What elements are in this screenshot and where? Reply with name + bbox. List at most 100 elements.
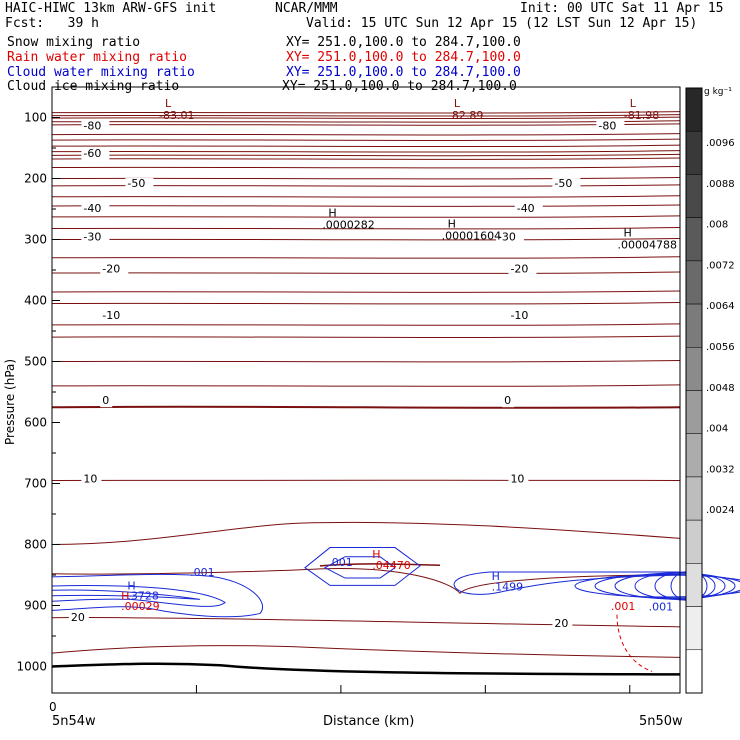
- field-rain-name: Rain water mixing ratio: [7, 50, 188, 65]
- cloud-water-label: H: [127, 580, 135, 593]
- extremum-mark: H: [328, 206, 336, 219]
- y-tick-label: 1000: [16, 660, 47, 674]
- label-mask: [552, 617, 573, 630]
- colorbar-swatch: [685, 649, 703, 694]
- x-axis-left-label: 5n54w: [52, 714, 96, 729]
- cloud-water-label: .3728: [127, 589, 159, 602]
- colorbar: g kg⁻¹ .0096 .0088 .008 .0072 .0064 .0056 .004…: [685, 87, 735, 694]
- colorbar-swatch: [685, 174, 703, 218]
- colorbar-tick-label: .004: [706, 424, 728, 435]
- colorbar-swatch: [685, 303, 703, 348]
- cloud-water-label: .001: [328, 556, 353, 569]
- y-tick-label: 700: [24, 477, 47, 491]
- label-mask: [502, 395, 515, 408]
- label-mask: [100, 309, 129, 322]
- label-mask: [81, 203, 110, 216]
- label-mask: [508, 263, 537, 276]
- colorbar-swatch: [685, 519, 703, 564]
- isotherm-label: 10: [510, 472, 524, 485]
- cloud-water-contour: [51, 585, 226, 607]
- colorbar-tick-label: .008: [706, 220, 728, 231]
- extremum-value: .00001604: [442, 229, 502, 242]
- isotherm-label: -10: [510, 309, 528, 322]
- colorbar-swatch: [685, 347, 703, 391]
- temperature-isotherm: [51, 521, 681, 545]
- temperature-isotherm: [51, 323, 681, 326]
- extremum-value: .00004788: [617, 238, 677, 251]
- temperature-isotherm: [51, 166, 681, 169]
- rain-label: .00029: [121, 600, 160, 613]
- extremum-value: -82.89: [448, 109, 483, 122]
- temperature-isotherm: [51, 133, 681, 136]
- temperature-isotherm: [51, 116, 681, 119]
- zero-isotherm: [51, 405, 681, 409]
- isotherm-label: 0: [102, 394, 109, 407]
- isotherm-label: -30: [498, 231, 516, 244]
- isotherm-label: 20: [554, 617, 568, 630]
- colorbar-tick-label: .0088: [706, 179, 735, 190]
- isotherm-label: -20: [102, 262, 120, 275]
- temperature-isotherm: [51, 195, 681, 198]
- cloud-water-contour: [453, 571, 681, 595]
- y-tick-label: 900: [24, 599, 47, 613]
- label-mask: [552, 178, 581, 191]
- field-snow-name: Snow mixing ratio: [7, 35, 141, 50]
- cloud-water-contour: [323, 556, 396, 579]
- cloud-water-contour: [304, 547, 421, 586]
- cloud-water-label: .1499: [492, 580, 523, 593]
- temperature-isotherm: [51, 479, 681, 482]
- temperature-isotherm: [51, 123, 681, 126]
- isotherm-label: 0: [504, 394, 511, 407]
- cloud-water-contour: [51, 573, 263, 618]
- colorbar-swatch: [685, 87, 703, 132]
- colorbar-unit: g kg⁻¹: [704, 87, 732, 97]
- label-mask: [495, 231, 524, 244]
- header-fcst: Fcst: 39 h: [5, 16, 99, 31]
- extremum-mark: L: [165, 97, 172, 110]
- temperature-isotherm: [51, 138, 681, 141]
- extremum-mark: H: [623, 226, 631, 239]
- header-center: NCAR/MMM: [275, 1, 338, 16]
- y-axis-title: Pressure (hPa): [3, 359, 17, 445]
- cloud-water-label: H: [492, 570, 500, 583]
- colorbar-tick-label: .0072: [706, 260, 735, 271]
- label-mask: [81, 120, 110, 133]
- temperature-isotherm: [51, 568, 681, 595]
- field-rain-xy: XY= 251.0,100.0 to 284.7,100.0: [286, 50, 521, 65]
- terrain-line: [51, 662, 681, 676]
- temperature-isotherm: [51, 290, 681, 293]
- isotherm-label: 10: [83, 472, 97, 485]
- y-tick-label: 800: [24, 538, 47, 552]
- extremum-value: -81.98: [624, 109, 659, 122]
- colorbar-tick-label: .0024: [706, 505, 735, 516]
- colorbar-swatch: [685, 260, 703, 305]
- colorbar-swatch: [685, 606, 703, 651]
- temperature-isotherm: [51, 384, 681, 387]
- extremum-value: -83.01: [159, 109, 194, 122]
- isotherm-label: -40: [83, 202, 101, 215]
- colorbar-swatch: [685, 130, 703, 175]
- isotherm-label: -50: [127, 177, 145, 190]
- colorbar-tick-label: .0048: [706, 383, 735, 394]
- y-tick-label: 300: [24, 233, 47, 247]
- label-mask: [81, 148, 110, 161]
- rain-label: .001: [611, 600, 636, 613]
- rain-contours: [616, 614, 653, 672]
- cloud-water-contour: [574, 574, 740, 598]
- temperature-contours: [51, 111, 681, 676]
- cloud-water-label: .001: [190, 566, 215, 579]
- x-axis-right-label: 5n50w: [639, 714, 683, 729]
- extremum-mark: L: [454, 97, 461, 110]
- y-tick-label: 400: [24, 294, 47, 308]
- rain-label: .04470: [372, 559, 411, 572]
- isotherm-label: -20: [510, 262, 528, 275]
- colorbar-swatch: [685, 217, 703, 262]
- temperature-isotherm: [51, 215, 681, 218]
- isotherm-label: -80: [598, 120, 616, 133]
- temperature-isotherm: [51, 360, 681, 363]
- isotherm-label: -10: [102, 309, 120, 322]
- cloud-water-label: .001: [649, 600, 674, 613]
- isotherm-label: 20: [71, 611, 85, 624]
- header-init: Init: 00 UTC Sat 11 Apr 15: [520, 1, 724, 16]
- colorbar-swatch: [685, 476, 703, 521]
